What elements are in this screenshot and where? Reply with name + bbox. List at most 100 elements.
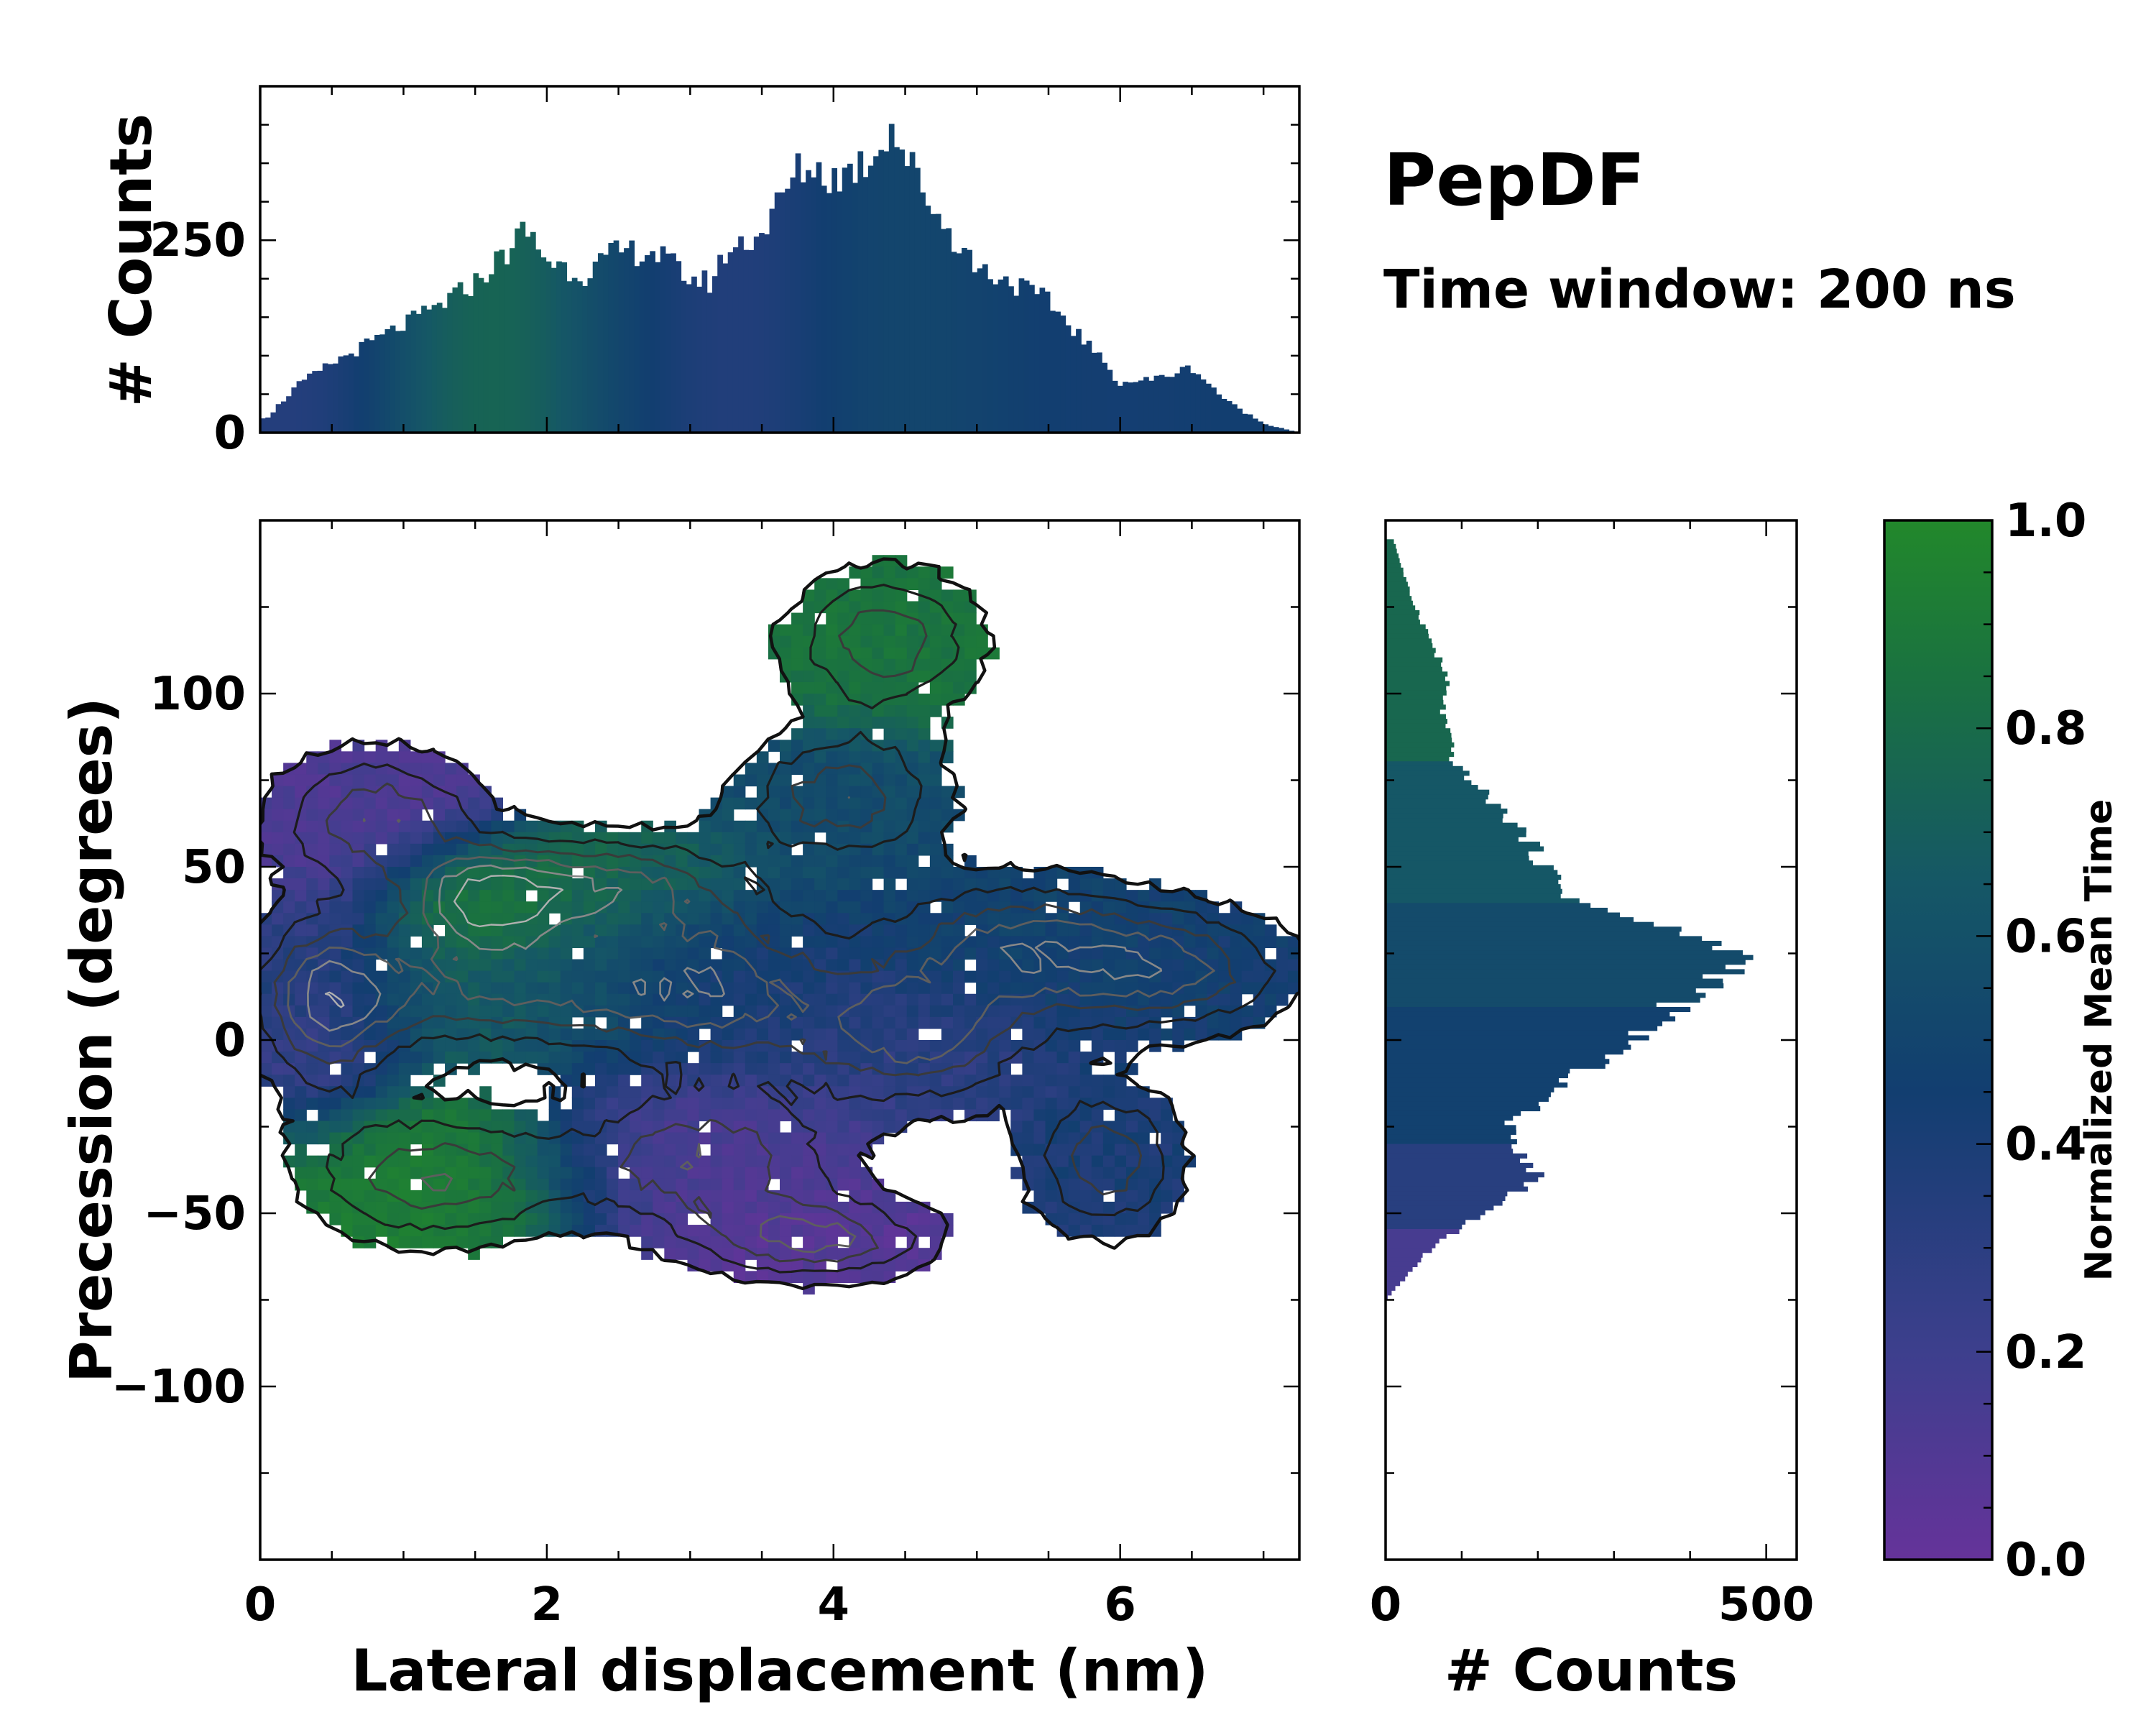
heatmap-cell — [1056, 1040, 1069, 1052]
heatmap-cell — [964, 658, 977, 671]
heatmap-cell — [814, 1178, 826, 1191]
heatmap-cell — [421, 959, 434, 972]
y-tick-label: −50 — [143, 1187, 246, 1241]
right-histogram-bar — [1386, 1021, 1663, 1026]
heatmap-cell — [814, 1040, 826, 1052]
right-histogram-bar — [1386, 973, 1703, 980]
right-histogram-bar — [1386, 1186, 1528, 1192]
colorbar-label: Normalized Mean Time — [2078, 799, 2121, 1282]
heatmap-cell — [860, 947, 873, 960]
heatmap-cell — [653, 1040, 665, 1052]
heatmap-cell — [479, 970, 492, 983]
heatmap-cell — [653, 913, 665, 925]
colorbar-tick-label: 0.0 — [2005, 1534, 2086, 1587]
heatmap-cell — [849, 1109, 862, 1122]
heatmap-cell — [387, 751, 400, 763]
heatmap-cell — [814, 970, 826, 983]
right-histogram-bar — [1386, 851, 1529, 857]
heatmap-cell — [479, 1155, 492, 1168]
heatmap-cell — [687, 947, 700, 960]
heatmap-cell — [618, 843, 630, 856]
right-histogram-bar — [1386, 789, 1490, 795]
heatmap-cell — [571, 959, 584, 972]
heatmap-cell — [283, 878, 295, 891]
heatmap-cell — [1114, 1178, 1127, 1191]
heatmap-cell — [710, 1052, 723, 1064]
heatmap-cell — [398, 1213, 411, 1225]
heatmap-cell — [1022, 1052, 1035, 1064]
heatmap-cell — [1045, 1052, 1058, 1064]
heatmap-cell — [791, 740, 803, 752]
top-histogram-bar — [1169, 377, 1175, 433]
heatmap-cell — [421, 1155, 434, 1168]
right-histogram-bar — [1386, 936, 1703, 942]
heatmap-cell — [1045, 970, 1058, 983]
heatmap-cell — [745, 1155, 757, 1168]
heatmap-cell — [803, 612, 815, 625]
heatmap-cell — [803, 774, 815, 787]
heatmap-cell — [433, 1213, 446, 1225]
heatmap-cell — [710, 1028, 723, 1041]
heatmap-cell — [837, 751, 849, 763]
top-histogram-bar — [753, 236, 760, 433]
heatmap-cell — [295, 1005, 307, 1018]
top-histogram-bar — [1091, 352, 1097, 433]
heatmap-cell — [895, 658, 908, 671]
heatmap-cell — [456, 1005, 469, 1018]
heatmap-cell — [929, 635, 942, 648]
heatmap-cell — [318, 763, 330, 776]
heatmap-cell — [699, 1259, 711, 1271]
heatmap-cell — [1287, 970, 1299, 983]
heatmap-cell — [306, 786, 318, 799]
heatmap-cell — [607, 832, 619, 845]
heatmap-cell — [976, 1028, 988, 1041]
heatmap-cell — [803, 1063, 815, 1075]
right-histogram-bar — [1386, 752, 1455, 758]
heatmap-cell — [814, 843, 826, 856]
heatmap-cell — [895, 936, 908, 949]
heatmap-cell — [837, 867, 849, 879]
heatmap-cell — [849, 959, 862, 972]
top-histogram-bar — [582, 285, 588, 433]
heatmap-cell — [1161, 1109, 1173, 1122]
heatmap-cell — [479, 843, 492, 856]
heatmap-cell — [641, 1028, 653, 1041]
heatmap-cell — [687, 1063, 700, 1075]
heatmap-cell — [456, 786, 469, 799]
heatmap-cell — [468, 901, 480, 914]
heatmap-cell — [803, 1040, 815, 1052]
heatmap-cell — [756, 924, 769, 937]
top-histogram-bar — [260, 418, 266, 433]
right-histogram-bar — [1386, 1200, 1503, 1206]
heatmap-cell — [433, 1178, 446, 1191]
heatmap-cell — [1195, 982, 1208, 995]
heatmap-cell — [607, 993, 619, 1006]
heatmap-cell — [1138, 1167, 1150, 1179]
heatmap-cell — [918, 936, 931, 949]
heatmap-cell — [479, 901, 492, 914]
heatmap-cell — [895, 855, 908, 868]
heatmap-cell — [860, 681, 873, 694]
heatmap-cell — [780, 913, 792, 925]
heatmap-cell — [872, 1052, 885, 1064]
heatmap-cell — [733, 901, 746, 914]
heatmap-cell — [514, 867, 527, 879]
heatmap-cell — [445, 797, 457, 810]
heatmap-cell — [906, 705, 919, 717]
heatmap-cell — [502, 947, 515, 960]
heatmap-cell — [1230, 959, 1243, 972]
heatmap-cell — [560, 1213, 573, 1225]
heatmap-cell — [410, 820, 423, 833]
heatmap-cell — [918, 1225, 931, 1237]
heatmap-cell — [803, 1201, 815, 1214]
heatmap-cell — [398, 820, 411, 833]
heatmap-cell — [929, 578, 942, 590]
heatmap-cell — [791, 681, 803, 694]
heatmap-cell — [953, 1005, 965, 1018]
heatmap-cell — [1010, 1109, 1023, 1122]
heatmap-cell — [341, 936, 354, 949]
heatmap-cell — [849, 670, 862, 683]
heatmap-cell — [837, 717, 849, 729]
heatmap-cell — [803, 751, 815, 763]
heatmap-cell — [883, 809, 896, 822]
